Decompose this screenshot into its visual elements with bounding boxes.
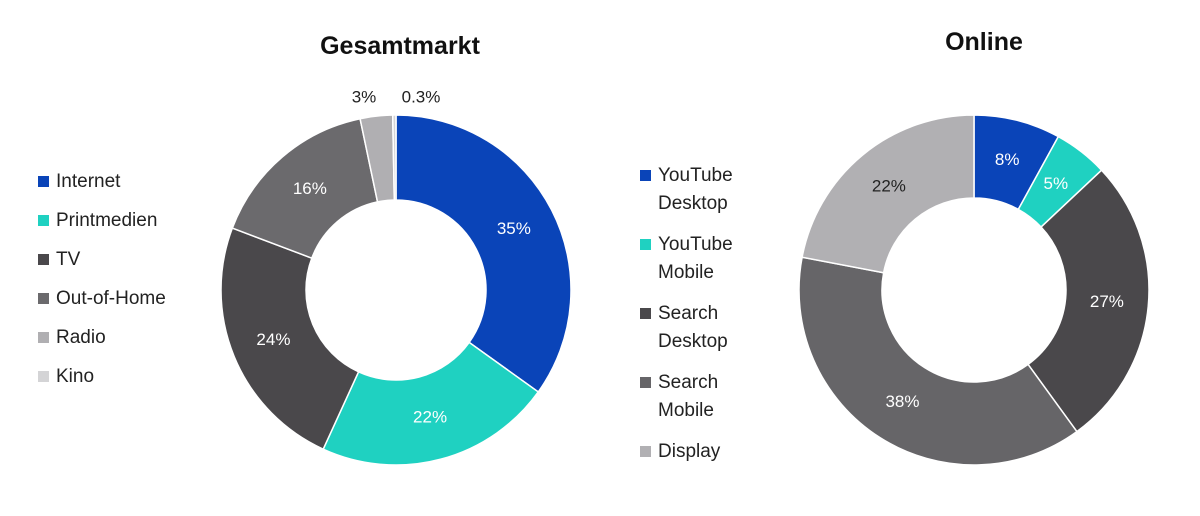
data-label: 16% bbox=[293, 179, 327, 198]
data-label: 8% bbox=[995, 150, 1020, 169]
legend-label: Radio bbox=[56, 327, 106, 348]
legend-swatch bbox=[38, 332, 49, 343]
data-label: 0.3% bbox=[402, 87, 441, 106]
chart-0: Gesamtmarkt 35% 22% 24% 16% 3% 0.3% Internet Pri… bbox=[38, 32, 572, 466]
slice-tv bbox=[220, 227, 360, 451]
legend-label: TV bbox=[56, 249, 81, 270]
slice-kino bbox=[391, 114, 397, 201]
chart-title: Gesamtmarkt bbox=[320, 32, 480, 60]
legend-item: Kino bbox=[38, 366, 94, 387]
data-label: 27% bbox=[1090, 292, 1124, 311]
legend-swatch bbox=[38, 254, 49, 265]
legend-swatch bbox=[38, 371, 49, 382]
legend-item: TV bbox=[38, 249, 81, 270]
legend-item: Out-of-Home bbox=[38, 288, 166, 309]
legend-item: YouTube Desktop bbox=[640, 165, 733, 214]
legend-swatch bbox=[640, 446, 651, 457]
legend-label: Search bbox=[658, 303, 718, 324]
data-label: 38% bbox=[885, 392, 919, 411]
slice-printmedien bbox=[322, 341, 540, 466]
legend-swatch bbox=[38, 293, 49, 304]
legend-label: Display bbox=[658, 441, 721, 462]
chart-title: Online bbox=[945, 28, 1023, 56]
legend-item: Search Mobile bbox=[640, 372, 718, 421]
legend-item: YouTube Mobile bbox=[640, 234, 733, 283]
chart-1: Online8%5%27%38%22%YouTubeDesktopYouTube… bbox=[640, 28, 1150, 466]
data-label: 35% bbox=[497, 219, 531, 238]
legend-item: Printmedien bbox=[38, 210, 157, 231]
data-label: 5% bbox=[1044, 174, 1069, 193]
data-label: 22% bbox=[413, 408, 447, 427]
legend-label: YouTube bbox=[658, 165, 733, 186]
legend-swatch bbox=[38, 176, 49, 187]
legend-label: Mobile bbox=[658, 262, 714, 283]
slice-display bbox=[801, 114, 975, 274]
legend-label: Kino bbox=[56, 366, 94, 387]
legend-swatch bbox=[640, 239, 651, 250]
legend-item: Search Desktop bbox=[640, 303, 728, 352]
data-label: 22% bbox=[872, 177, 906, 196]
slice-search-mobile bbox=[798, 256, 1078, 466]
legend-swatch bbox=[640, 170, 651, 181]
legend-swatch bbox=[38, 215, 49, 226]
slice-search-desktop bbox=[1027, 169, 1150, 433]
legend-label: Internet bbox=[56, 171, 121, 192]
legend-label: YouTube bbox=[658, 234, 733, 255]
legend-label: Desktop bbox=[658, 193, 728, 214]
legend-label: Search bbox=[658, 372, 718, 393]
legend-label: Out-of-Home bbox=[56, 288, 166, 309]
legend-swatch bbox=[640, 308, 651, 319]
legend-swatch bbox=[640, 377, 651, 388]
data-label: 24% bbox=[256, 330, 290, 349]
legend-label: Printmedien bbox=[56, 210, 157, 231]
legend-item: Display bbox=[640, 441, 721, 462]
legend-label: Desktop bbox=[658, 331, 728, 352]
slice-internet bbox=[395, 114, 572, 393]
legend-item: Internet bbox=[38, 171, 121, 192]
legend-item: Radio bbox=[38, 327, 106, 348]
legend-label: Mobile bbox=[658, 400, 714, 421]
data-label: 3% bbox=[352, 87, 377, 106]
